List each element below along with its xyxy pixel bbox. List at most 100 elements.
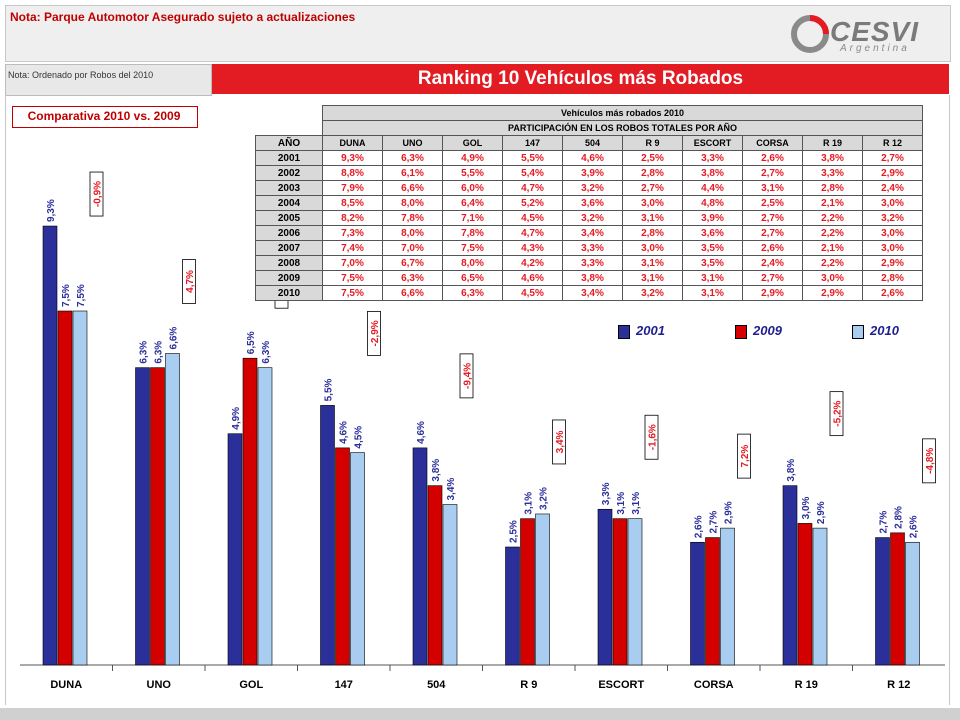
table-cell: 8,5% — [322, 195, 383, 211]
table-cell: 6,3% — [382, 270, 443, 286]
legend-2010: 2010 — [852, 323, 899, 339]
bar-2009 — [427, 485, 443, 666]
table-cell: 2,2% — [802, 225, 863, 241]
bar-2001 — [135, 367, 150, 666]
table-cell: 9,3% — [322, 150, 383, 166]
bar-2010 — [905, 541, 920, 666]
change-label: 3,4% — [555, 430, 566, 453]
table-cell: 5,4% — [502, 165, 563, 181]
bar-2010 — [627, 518, 643, 666]
bar-value-label: 4,6% — [339, 421, 350, 444]
bar-value-label: 2,8% — [894, 506, 905, 529]
table-cell: 3,2% — [562, 210, 623, 226]
change-label: -0,9% — [93, 181, 104, 207]
bar-2001 — [412, 447, 428, 666]
table-cell: 7,3% — [322, 225, 383, 241]
left-border — [5, 95, 6, 705]
table-cell: 2,2% — [802, 255, 863, 271]
table-cell: 6,5% — [442, 270, 503, 286]
table-cell: 3,3% — [682, 150, 743, 166]
bar-2001 — [597, 508, 613, 666]
right-border — [949, 95, 950, 705]
category-label: R 19 — [795, 679, 818, 691]
table-row: 2010 7,5% 6,6% 6,3% 4,5% 3,4% 3,2% 3,1% 2,9% 2,9%… — [255, 285, 923, 301]
bar-value-label: 3,3% — [601, 482, 612, 505]
row-year: 2008 — [255, 255, 323, 271]
column-header: 504 — [562, 135, 623, 151]
table-cell: 3,8% — [682, 165, 743, 181]
table-cell: 3,4% — [562, 225, 623, 241]
table-cell: 3,2% — [862, 210, 923, 226]
table-cell: 6,4% — [442, 195, 503, 211]
table-cell: 3,3% — [562, 255, 623, 271]
legend-label-2009: 2009 — [753, 323, 782, 338]
table-cell: 3,1% — [622, 270, 683, 286]
bar-value-label: 3,1% — [524, 492, 535, 515]
logo-subtext: Argentina — [840, 43, 910, 54]
table-corner — [255, 105, 323, 121]
change-label: 4,7% — [185, 270, 196, 293]
comparison-label: Comparativa 2010 vs. 2009 — [27, 109, 181, 123]
table-cell: 4,7% — [502, 225, 563, 241]
table-row: 2003 7,9% 6,6% 6,0% 4,7% 3,2% 2,7% 4,4% 3,1% 2,8%… — [255, 180, 923, 196]
table-cell: 6,0% — [442, 180, 503, 196]
table-cell: 3,0% — [622, 195, 683, 211]
table-cell: 2,7% — [622, 180, 683, 196]
row-year: 2007 — [255, 240, 323, 256]
bar-2001 — [42, 225, 58, 666]
column-header: R 19 — [802, 135, 863, 151]
bar-2001 — [505, 546, 520, 666]
table-cell: 6,6% — [382, 285, 443, 301]
table-cell: 2,9% — [862, 255, 923, 271]
table-cell: 3,9% — [682, 210, 743, 226]
column-header: 147 — [502, 135, 563, 151]
table-cell: 2,6% — [742, 150, 803, 166]
table-cell: 2,6% — [862, 285, 923, 301]
table-cell: 4,4% — [682, 180, 743, 196]
category-label: DUNA — [50, 679, 82, 691]
table-cell: 7,0% — [322, 255, 383, 271]
table-cell: 2,9% — [862, 165, 923, 181]
bar-value-label: 2,7% — [709, 511, 720, 534]
table-cell: 7,5% — [442, 240, 503, 256]
change-box — [182, 259, 196, 304]
bar-2009 — [150, 367, 165, 666]
table-cell: 3,0% — [862, 240, 923, 256]
column-header: UNO — [382, 135, 443, 151]
change-label: -1,6% — [648, 424, 659, 450]
bar-2001 — [690, 541, 705, 666]
table-cell: 8,0% — [382, 195, 443, 211]
category-label: 147 — [335, 679, 353, 691]
table-cell: 6,3% — [382, 150, 443, 166]
year-header: AÑO — [255, 135, 323, 151]
category-label: 504 — [427, 679, 446, 691]
change-label: -4,8% — [925, 448, 936, 474]
bar-2001 — [227, 433, 243, 666]
bar-value-label: 3,8% — [431, 459, 442, 482]
table-cell: 2,9% — [802, 285, 863, 301]
table-cell: 3,1% — [682, 285, 743, 301]
table-cell: 3,1% — [622, 255, 683, 271]
table-row: 2002 8,8% 6,1% 5,5% 5,4% 3,9% 2,8% 3,8% 2,7% 3,3%… — [255, 165, 923, 181]
table-corner — [255, 120, 323, 136]
category-label: CORSA — [694, 679, 734, 691]
bar-value-label: 6,3% — [154, 341, 165, 364]
bar-2009 — [242, 357, 258, 666]
note-sort-box — [5, 64, 212, 96]
table-cell: 2,5% — [622, 150, 683, 166]
category-label: ESCORT — [598, 679, 644, 691]
legend-swatch-2010 — [852, 324, 864, 339]
row-year: 2001 — [255, 150, 323, 166]
bar-value-label: 4,6% — [416, 421, 427, 444]
bar-2010 — [72, 310, 88, 666]
table-cell: 5,2% — [502, 195, 563, 211]
change-label: -5,2% — [833, 400, 844, 426]
table-cell: 4,9% — [442, 150, 503, 166]
data-table: Vehículos más robados 2010 PARTICIPACIÓN… — [255, 105, 923, 301]
table-cell: 8,0% — [442, 255, 503, 271]
table-cell: 5,5% — [502, 150, 563, 166]
bar-value-label: 3,0% — [801, 496, 812, 519]
bar-2010 — [812, 527, 828, 666]
